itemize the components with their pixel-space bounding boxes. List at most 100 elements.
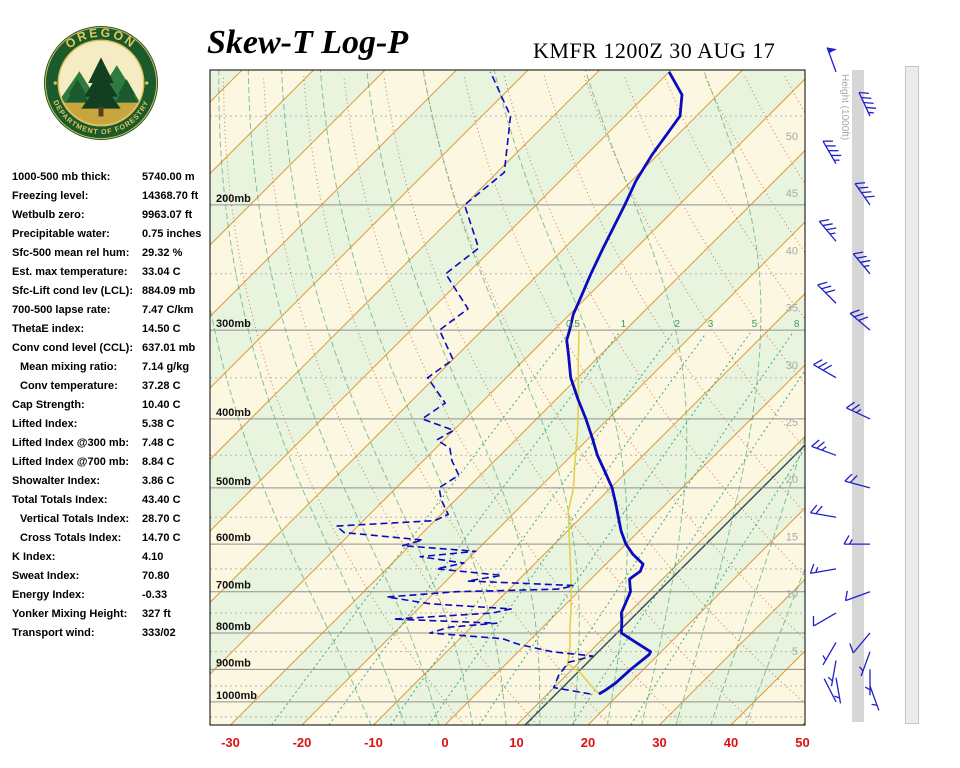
svg-text:-10: -10	[364, 735, 383, 750]
wind-barb	[852, 251, 871, 275]
stat-row: Transport wind: 333/02	[12, 623, 222, 642]
stat-value: 70.80	[142, 569, 170, 582]
stat-label: Sfc-500 mean rel hum:	[12, 246, 130, 259]
stat-value: 10.40 C	[142, 398, 181, 411]
indices-panel: 1000-500 mb thick: 5740.00 m Freezing leve…	[12, 167, 222, 642]
stat-value: 29.32 %	[142, 246, 183, 259]
stat-value: 43.40 C	[142, 493, 181, 506]
isotherms	[210, 70, 805, 725]
svg-text:700mb: 700mb	[216, 580, 251, 592]
stat-label: Mean mixing ratio:	[20, 360, 118, 373]
scrollbar[interactable]	[905, 66, 919, 724]
svg-text:2: 2	[674, 319, 680, 330]
stat-row: Sfc-Lift cond lev (LCL): 884.09 mb	[12, 281, 222, 300]
stat-row: Precipitable water: 0.75 inches	[12, 224, 222, 243]
stat-label: 700-500 lapse rate:	[12, 303, 111, 316]
wind-barb	[809, 504, 837, 518]
svg-text:40: 40	[724, 735, 738, 750]
stat-value: 14368.70 ft	[142, 189, 199, 202]
stat-label: Freezing level:	[12, 189, 89, 202]
wind-barb	[849, 632, 871, 654]
odf-logo-svg: OREGON DEPARTMENT OF FORESTRY	[43, 25, 159, 141]
svg-text:3: 3	[708, 319, 714, 330]
stat-value: 33.04 C	[142, 265, 181, 278]
svg-text:5: 5	[792, 646, 798, 658]
stat-value: 7.47 C/km	[142, 303, 194, 316]
stat-value: 8.84 C	[142, 455, 175, 468]
stat-row: Sfc-500 mean rel hum: 29.32 %	[12, 243, 222, 262]
stat-row: Total Totals Index: 43.40 C	[12, 490, 222, 509]
wind-barb	[812, 612, 837, 627]
stat-row: Conv cond level (CCL): 637.01 mb	[12, 338, 222, 357]
page-title: Skew-T Log-P	[207, 24, 409, 61]
svg-text:50: 50	[786, 131, 798, 143]
moist-adiabats	[210, 70, 805, 725]
wind-barb	[834, 677, 842, 704]
svg-text:30: 30	[786, 360, 798, 372]
stat-value: 7.14 g/kg	[142, 360, 190, 373]
stat-label: Lifted Index @700 mb:	[12, 455, 130, 468]
stat-row: Conv temperature: 37.28 C	[12, 376, 222, 395]
stat-label: Cross Totals Index:	[20, 531, 122, 544]
stat-label: Wetbulb zero:	[12, 208, 85, 221]
dewpoint-trace	[335, 71, 594, 695]
wind-barb	[823, 678, 837, 703]
stat-value: 3.86 C	[142, 474, 175, 487]
mixing-ratio-lines	[271, 332, 805, 725]
svg-text:10: 10	[786, 589, 798, 601]
isobars	[210, 115, 805, 718]
wind-barb	[822, 140, 842, 164]
svg-text:30: 30	[652, 735, 666, 750]
svg-text:-30: -30	[221, 735, 240, 750]
stat-value: 14.70 C	[142, 531, 181, 544]
stat-label: Lifted Index @300 mb:	[12, 436, 130, 449]
svg-text:5: 5	[752, 319, 758, 330]
svg-text:200mb: 200mb	[216, 193, 251, 205]
stat-label: Transport wind:	[12, 626, 95, 639]
stat-value: 4.10	[142, 550, 164, 563]
wind-barb	[827, 660, 837, 687]
svg-text:-20: -20	[293, 735, 312, 750]
stat-label: Lifted Index:	[12, 417, 78, 430]
stat-label: ThetaE index:	[12, 322, 85, 335]
wind-barb	[818, 218, 837, 242]
svg-text:900mb: 900mb	[216, 657, 251, 669]
stat-value: 884.09 mb	[142, 284, 196, 297]
svg-text:45: 45	[786, 188, 798, 200]
stat-value: 333/02	[142, 626, 176, 639]
logo-forest-scene	[59, 57, 143, 125]
wind-barb	[843, 535, 870, 545]
svg-text:500mb: 500mb	[216, 476, 251, 488]
height-scale-labels: 50 45 40 35 30 25 20 15 10 5	[786, 131, 798, 658]
stat-row: Vertical Totals Index: 28.70 C	[12, 509, 222, 528]
wind-barb-panel: Height (1000ft)	[809, 47, 880, 722]
wind-barb	[817, 281, 837, 304]
stat-value: 37.28 C	[142, 379, 181, 392]
wind-barb	[854, 182, 875, 206]
stat-row: Sweat Index: 70.80	[12, 566, 222, 585]
stat-row: 700-500 lapse rate: 7.47 C/km	[12, 300, 222, 319]
wind-barb	[826, 47, 837, 73]
stat-row: Mean mixing ratio: 7.14 g/kg	[12, 357, 222, 376]
odf-logo: OREGON DEPARTMENT OF FORESTRY	[42, 24, 160, 147]
stat-label: Cap Strength:	[12, 398, 85, 411]
svg-text:35: 35	[786, 303, 798, 315]
station-time-label: KMFR 1200Z 30 AUG 17	[533, 38, 776, 63]
stat-value: 327 ft	[142, 607, 171, 620]
wind-barb	[864, 669, 871, 696]
plot-layers	[210, 70, 805, 725]
skewt-plot: 200mb 300mb 400mb 500mb 600mb 700mb 800mb 900mb…	[209, 69, 810, 750]
stat-label: Energy Index:	[12, 588, 85, 601]
height-axis-title: Height (1000ft)	[839, 74, 850, 140]
wind-barb	[844, 473, 871, 489]
stat-row: Cross Totals Index: 14.70 C	[12, 528, 222, 547]
svg-text:10: 10	[509, 735, 523, 750]
stat-value: 9963.07 ft	[142, 208, 193, 221]
svg-text:0.5: 0.5	[566, 319, 580, 330]
svg-text:15: 15	[786, 531, 798, 543]
svg-text:50: 50	[795, 735, 809, 750]
wind-barb	[849, 309, 871, 331]
wind-barb	[822, 642, 837, 666]
stat-row: Energy Index: -0.33	[12, 585, 222, 604]
